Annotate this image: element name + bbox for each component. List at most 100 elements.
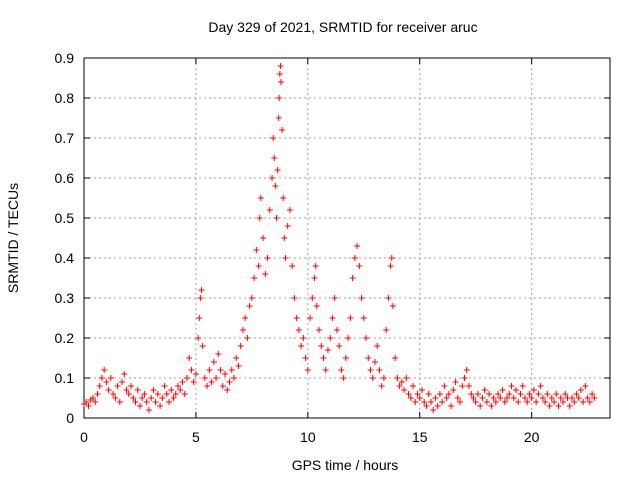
data-point [388, 255, 395, 261]
y-tick-label: 0.3 [55, 290, 75, 306]
grid [84, 58, 610, 418]
y-tick-label: 0 [66, 410, 74, 426]
data-point [537, 383, 544, 389]
data-point [586, 399, 593, 405]
data-point [270, 135, 277, 141]
data-point [304, 367, 311, 373]
data-point [501, 399, 508, 405]
y-tick-label: 0.1 [55, 370, 75, 386]
data-point [528, 395, 535, 401]
data-point [495, 391, 502, 397]
data-point [477, 403, 484, 409]
data-point [483, 399, 490, 405]
x-tick-label: 15 [412, 429, 428, 445]
data-point [143, 399, 150, 405]
data-point [336, 343, 343, 349]
data-point [497, 395, 504, 401]
data-point [448, 403, 455, 409]
data-point [92, 399, 99, 405]
data-point [112, 395, 119, 401]
data-point [277, 79, 284, 85]
data-point [125, 391, 132, 397]
data-point [85, 403, 92, 409]
data-point [378, 383, 385, 389]
data-point [188, 367, 195, 373]
data-point [548, 395, 555, 401]
data-point [463, 367, 470, 373]
data-point [307, 315, 314, 321]
y-tick-label: 0.2 [55, 330, 75, 346]
y-tick-label: 0.7 [55, 130, 75, 146]
data-point [508, 383, 515, 389]
data-point [338, 367, 345, 373]
data-point [103, 379, 110, 385]
data-point [327, 335, 334, 341]
data-point [150, 387, 157, 393]
data-point [219, 383, 226, 389]
data-point [196, 315, 203, 321]
data-point [363, 335, 370, 341]
data-point [468, 391, 475, 397]
data-point [235, 363, 242, 369]
data-point [154, 391, 161, 397]
data-point [98, 375, 105, 381]
data-point [119, 379, 126, 385]
y-axis-label: SRMTID / TECUs [5, 183, 21, 293]
data-point [486, 391, 493, 397]
data-point [316, 327, 323, 333]
data-point [401, 387, 408, 393]
data-point [284, 223, 291, 229]
plot-frame [83, 57, 611, 419]
data-point [213, 375, 220, 381]
data-point [589, 391, 596, 397]
data-point [289, 263, 296, 269]
data-point [515, 399, 522, 405]
data-point [282, 255, 289, 261]
data-point [210, 359, 217, 365]
data-point [369, 375, 376, 381]
data-point [481, 387, 488, 393]
data-point [450, 387, 457, 393]
data-point [107, 375, 114, 381]
data-point [333, 327, 340, 333]
data-point [490, 395, 497, 401]
data-point [405, 391, 412, 397]
data-point [217, 367, 224, 373]
data-point [208, 379, 215, 385]
data-point [242, 315, 249, 321]
data-point [130, 395, 137, 401]
data-point [416, 395, 423, 401]
data-point [168, 387, 175, 393]
data-point [222, 371, 229, 377]
data-point [110, 391, 117, 397]
data-point [457, 399, 464, 405]
data-point [239, 327, 246, 333]
data-point [157, 403, 164, 409]
data-point [114, 383, 121, 389]
data-point [277, 63, 284, 69]
data-point [394, 375, 401, 381]
data-point [439, 399, 446, 405]
data-point [345, 335, 352, 341]
data-point [434, 403, 441, 409]
data-point [170, 395, 177, 401]
data-point [387, 263, 394, 269]
data-point [407, 395, 414, 401]
data-point [266, 207, 273, 213]
y-tick-label: 0.9 [55, 50, 75, 66]
data-point [526, 391, 533, 397]
data-point [230, 375, 237, 381]
data-point [423, 403, 430, 409]
data-point [183, 375, 190, 381]
data-point [443, 395, 450, 401]
data-point [152, 399, 159, 405]
data-point [398, 379, 405, 385]
data-point [179, 379, 186, 385]
chart-title: Day 329 of 2021, SRMTID for receiver aru… [208, 19, 477, 35]
x-tick-label: 20 [524, 429, 540, 445]
data-point [488, 403, 495, 409]
data-point [123, 387, 130, 393]
data-point [340, 375, 347, 381]
data-point [454, 395, 461, 401]
data-point [195, 335, 202, 341]
